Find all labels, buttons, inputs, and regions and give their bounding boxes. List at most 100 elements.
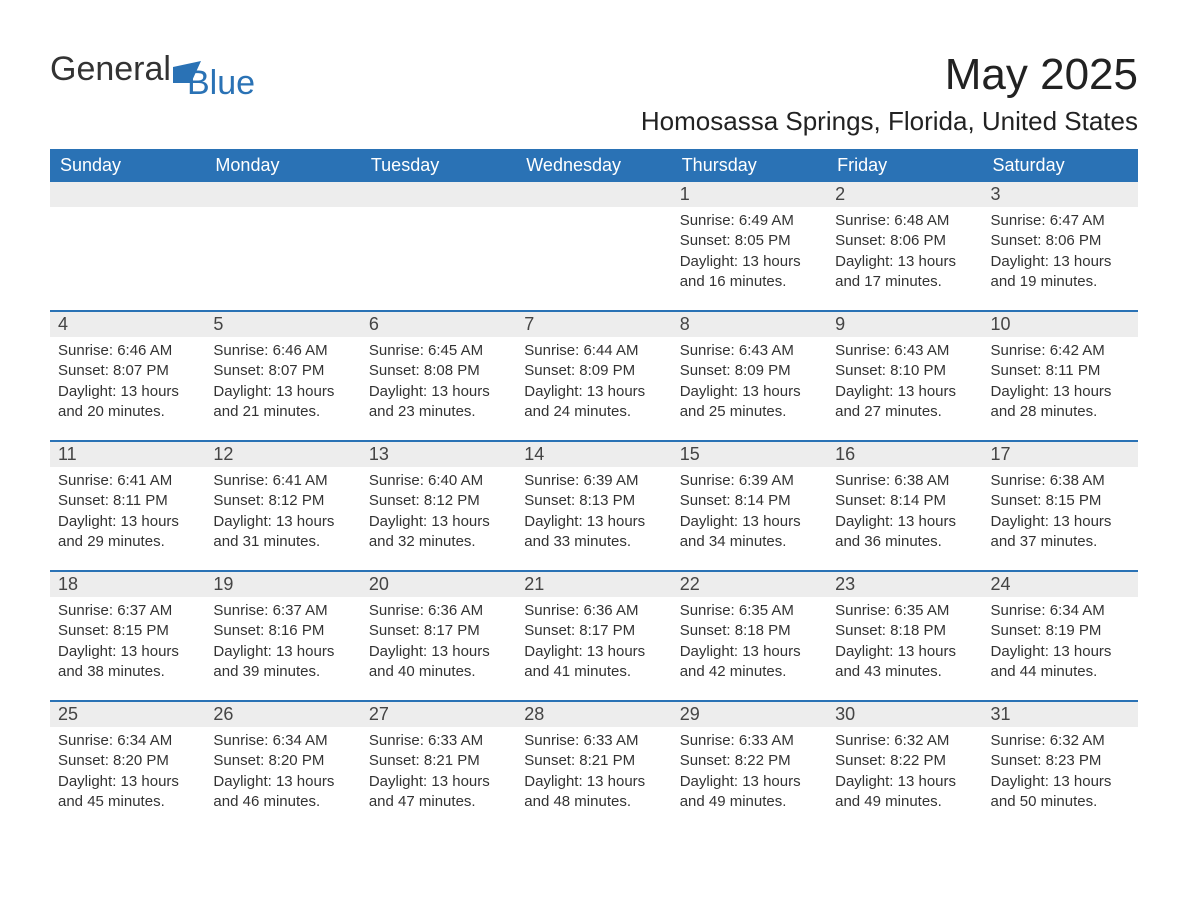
day-number: 28 (516, 702, 671, 727)
day-number: 20 (361, 572, 516, 597)
day-sunrise: Sunrise: 6:38 AM (991, 471, 1130, 491)
calendar-day: 23Sunrise: 6:35 AMSunset: 8:18 PMDayligh… (827, 572, 982, 700)
day-number: 7 (516, 312, 671, 337)
calendar-day (50, 182, 205, 310)
day-daylight: Daylight: 13 hours and 42 minutes. (680, 642, 819, 683)
day-number: 16 (827, 442, 982, 467)
calendar-day: 26Sunrise: 6:34 AMSunset: 8:20 PMDayligh… (205, 702, 360, 830)
brand-logo: General Blue (50, 50, 269, 89)
calendar-day: 16Sunrise: 6:38 AMSunset: 8:14 PMDayligh… (827, 442, 982, 570)
day-details: Sunrise: 6:37 AMSunset: 8:16 PMDaylight:… (205, 597, 360, 692)
calendar-week: 25Sunrise: 6:34 AMSunset: 8:20 PMDayligh… (50, 700, 1138, 830)
day-sunset: Sunset: 8:12 PM (213, 491, 352, 511)
header: General Blue May 2025 (50, 50, 1138, 100)
day-sunset: Sunset: 8:10 PM (835, 361, 974, 381)
calendar-body: 1Sunrise: 6:49 AMSunset: 8:05 PMDaylight… (50, 182, 1138, 830)
day-sunset: Sunset: 8:12 PM (369, 491, 508, 511)
day-daylight: Daylight: 13 hours and 25 minutes. (680, 382, 819, 423)
day-number: 24 (983, 572, 1138, 597)
day-sunset: Sunset: 8:14 PM (835, 491, 974, 511)
day-sunrise: Sunrise: 6:41 AM (213, 471, 352, 491)
day-sunrise: Sunrise: 6:43 AM (835, 341, 974, 361)
day-sunset: Sunset: 8:05 PM (680, 231, 819, 251)
day-number: 31 (983, 702, 1138, 727)
day-sunset: Sunset: 8:13 PM (524, 491, 663, 511)
calendar-day: 14Sunrise: 6:39 AMSunset: 8:13 PMDayligh… (516, 442, 671, 570)
day-number: 21 (516, 572, 671, 597)
day-number: 30 (827, 702, 982, 727)
day-daylight: Daylight: 13 hours and 19 minutes. (991, 252, 1130, 293)
day-daylight: Daylight: 13 hours and 29 minutes. (58, 512, 197, 553)
calendar-day: 22Sunrise: 6:35 AMSunset: 8:18 PMDayligh… (672, 572, 827, 700)
day-sunrise: Sunrise: 6:46 AM (58, 341, 197, 361)
location-subtitle: Homosassa Springs, Florida, United State… (50, 106, 1138, 137)
day-sunrise: Sunrise: 6:43 AM (680, 341, 819, 361)
day-sunrise: Sunrise: 6:47 AM (991, 211, 1130, 231)
calendar-day: 21Sunrise: 6:36 AMSunset: 8:17 PMDayligh… (516, 572, 671, 700)
calendar-day: 25Sunrise: 6:34 AMSunset: 8:20 PMDayligh… (50, 702, 205, 830)
day-sunrise: Sunrise: 6:36 AM (369, 601, 508, 621)
day-number: 1 (672, 182, 827, 207)
calendar-day: 29Sunrise: 6:33 AMSunset: 8:22 PMDayligh… (672, 702, 827, 830)
day-sunrise: Sunrise: 6:37 AM (213, 601, 352, 621)
day-details: Sunrise: 6:37 AMSunset: 8:15 PMDaylight:… (50, 597, 205, 692)
day-sunrise: Sunrise: 6:34 AM (991, 601, 1130, 621)
calendar-day: 28Sunrise: 6:33 AMSunset: 8:21 PMDayligh… (516, 702, 671, 830)
day-details (50, 207, 205, 221)
day-details: Sunrise: 6:35 AMSunset: 8:18 PMDaylight:… (827, 597, 982, 692)
day-sunset: Sunset: 8:08 PM (369, 361, 508, 381)
day-details: Sunrise: 6:34 AMSunset: 8:19 PMDaylight:… (983, 597, 1138, 692)
day-details (205, 207, 360, 221)
day-daylight: Daylight: 13 hours and 32 minutes. (369, 512, 508, 553)
day-number: 13 (361, 442, 516, 467)
day-details: Sunrise: 6:40 AMSunset: 8:12 PMDaylight:… (361, 467, 516, 562)
day-daylight: Daylight: 13 hours and 28 minutes. (991, 382, 1130, 423)
day-daylight: Daylight: 13 hours and 39 minutes. (213, 642, 352, 683)
day-daylight: Daylight: 13 hours and 17 minutes. (835, 252, 974, 293)
calendar-day (205, 182, 360, 310)
day-daylight: Daylight: 13 hours and 23 minutes. (369, 382, 508, 423)
calendar-day: 5Sunrise: 6:46 AMSunset: 8:07 PMDaylight… (205, 312, 360, 440)
day-number: 8 (672, 312, 827, 337)
day-sunset: Sunset: 8:17 PM (369, 621, 508, 641)
day-daylight: Daylight: 13 hours and 16 minutes. (680, 252, 819, 293)
calendar-week: 4Sunrise: 6:46 AMSunset: 8:07 PMDaylight… (50, 310, 1138, 440)
day-sunrise: Sunrise: 6:48 AM (835, 211, 974, 231)
day-daylight: Daylight: 13 hours and 44 minutes. (991, 642, 1130, 683)
day-details: Sunrise: 6:41 AMSunset: 8:11 PMDaylight:… (50, 467, 205, 562)
calendar-day: 11Sunrise: 6:41 AMSunset: 8:11 PMDayligh… (50, 442, 205, 570)
day-number (516, 182, 671, 207)
calendar-day (516, 182, 671, 310)
day-details: Sunrise: 6:33 AMSunset: 8:21 PMDaylight:… (361, 727, 516, 822)
day-details: Sunrise: 6:32 AMSunset: 8:23 PMDaylight:… (983, 727, 1138, 822)
day-details: Sunrise: 6:44 AMSunset: 8:09 PMDaylight:… (516, 337, 671, 432)
calendar-day: 13Sunrise: 6:40 AMSunset: 8:12 PMDayligh… (361, 442, 516, 570)
day-sunrise: Sunrise: 6:38 AM (835, 471, 974, 491)
day-details (361, 207, 516, 221)
day-number: 2 (827, 182, 982, 207)
day-daylight: Daylight: 13 hours and 24 minutes. (524, 382, 663, 423)
calendar-day: 20Sunrise: 6:36 AMSunset: 8:17 PMDayligh… (361, 572, 516, 700)
day-sunset: Sunset: 8:21 PM (369, 751, 508, 771)
day-sunset: Sunset: 8:20 PM (213, 751, 352, 771)
day-sunset: Sunset: 8:11 PM (991, 361, 1130, 381)
day-daylight: Daylight: 13 hours and 43 minutes. (835, 642, 974, 683)
day-details: Sunrise: 6:48 AMSunset: 8:06 PMDaylight:… (827, 207, 982, 302)
calendar-day: 10Sunrise: 6:42 AMSunset: 8:11 PMDayligh… (983, 312, 1138, 440)
day-daylight: Daylight: 13 hours and 33 minutes. (524, 512, 663, 553)
calendar-day: 3Sunrise: 6:47 AMSunset: 8:06 PMDaylight… (983, 182, 1138, 310)
day-details: Sunrise: 6:49 AMSunset: 8:05 PMDaylight:… (672, 207, 827, 302)
day-daylight: Daylight: 13 hours and 45 minutes. (58, 772, 197, 813)
day-details: Sunrise: 6:36 AMSunset: 8:17 PMDaylight:… (516, 597, 671, 692)
day-sunrise: Sunrise: 6:33 AM (524, 731, 663, 751)
day-daylight: Daylight: 13 hours and 46 minutes. (213, 772, 352, 813)
day-details: Sunrise: 6:43 AMSunset: 8:10 PMDaylight:… (827, 337, 982, 432)
calendar-day: 8Sunrise: 6:43 AMSunset: 8:09 PMDaylight… (672, 312, 827, 440)
day-sunset: Sunset: 8:20 PM (58, 751, 197, 771)
day-number: 3 (983, 182, 1138, 207)
day-sunset: Sunset: 8:15 PM (58, 621, 197, 641)
day-details: Sunrise: 6:33 AMSunset: 8:21 PMDaylight:… (516, 727, 671, 822)
day-daylight: Daylight: 13 hours and 41 minutes. (524, 642, 663, 683)
brand-blue: Blue (187, 64, 255, 103)
day-number: 6 (361, 312, 516, 337)
